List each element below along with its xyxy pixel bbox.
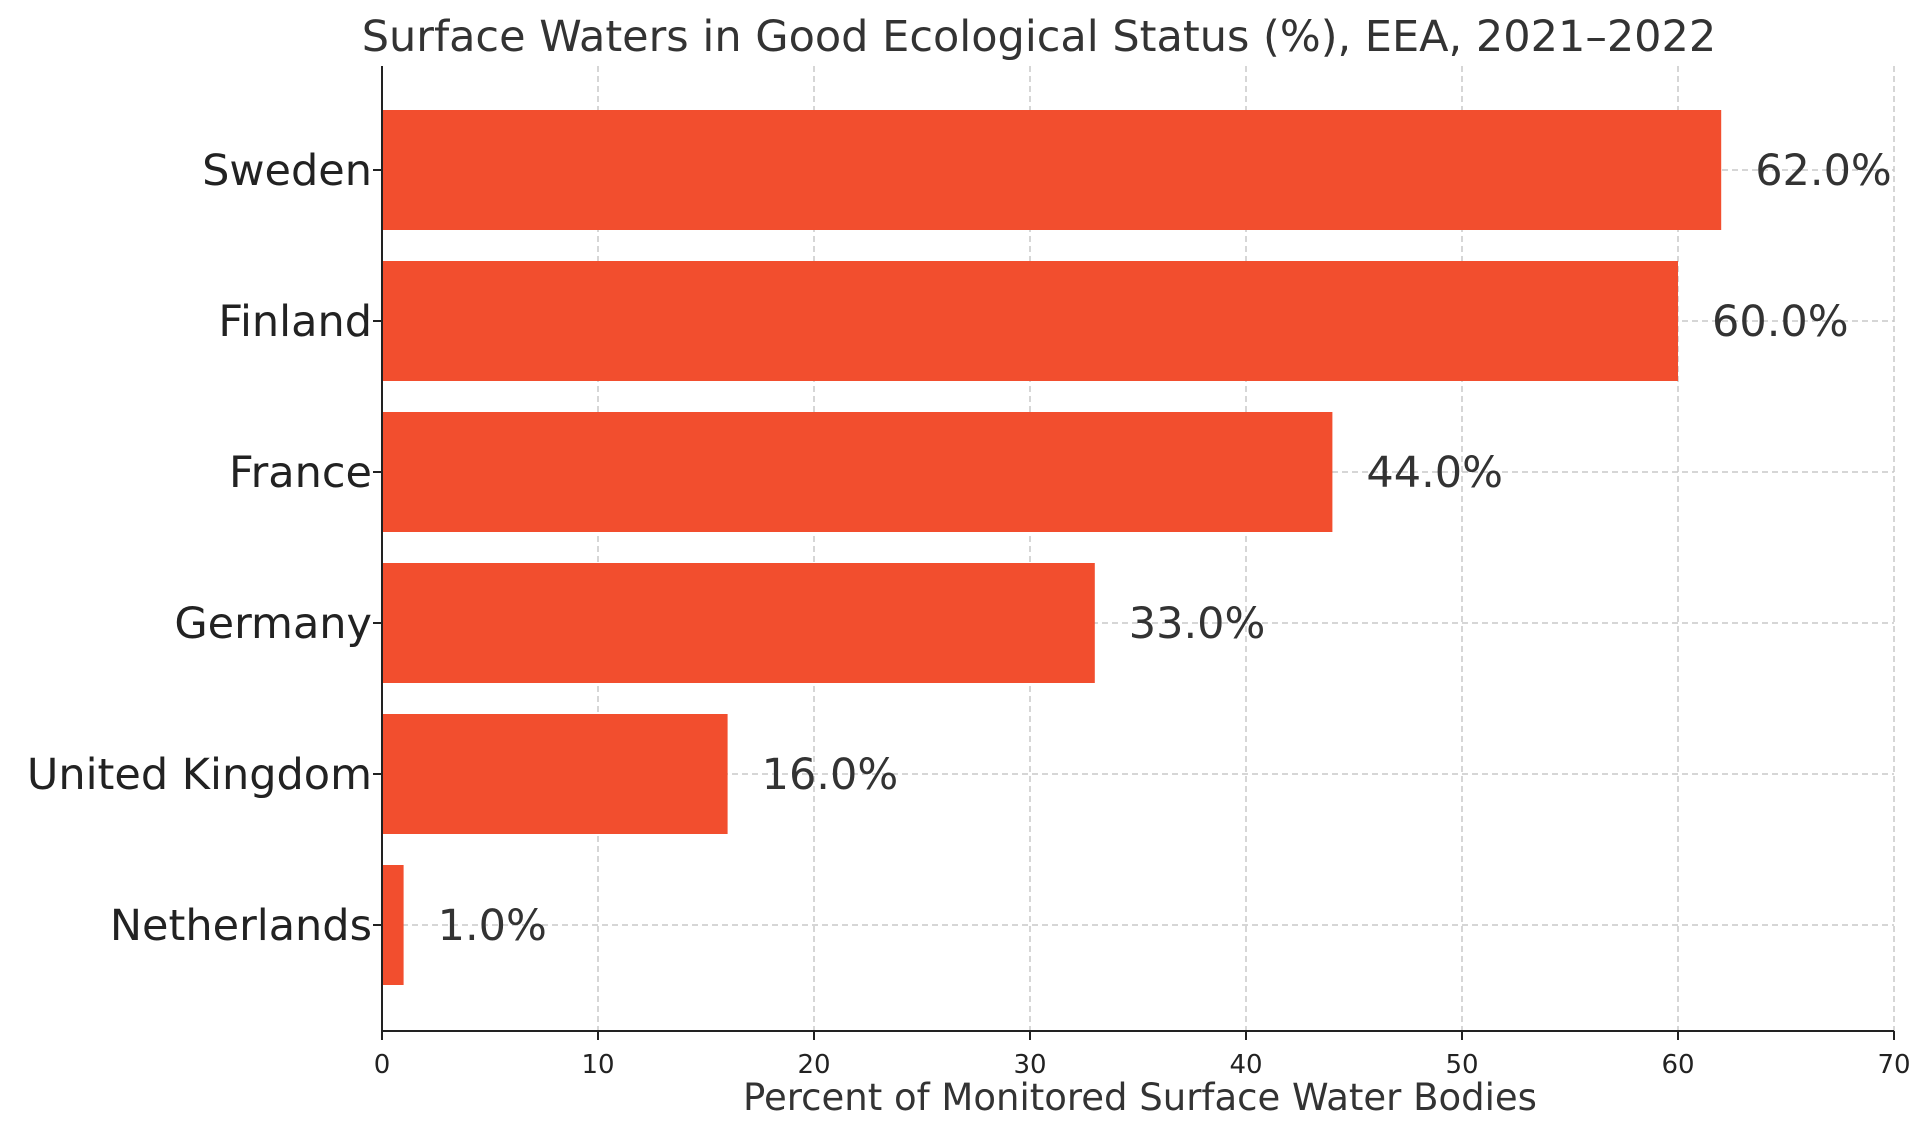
y-tick-label: Sweden [202,146,372,196]
data-label: 1.0% [438,901,547,951]
chart-title: Surface Waters in Good Ecological Status… [362,12,1717,62]
axis-layer [381,66,1894,1032]
data-label: 44.0% [1366,448,1503,498]
bar [382,563,1095,683]
x-tick-label: 60 [1661,1050,1694,1080]
y-tick-label: Finland [218,297,372,347]
x-tick-label: 70 [1877,1050,1910,1080]
x-tick-label: 10 [581,1050,614,1080]
x-tick-label: 30 [1013,1050,1046,1080]
x-tick-label: 40 [1229,1050,1262,1080]
y-tick-label: France [229,448,372,498]
bar [382,714,728,834]
x-tick-label: 20 [797,1050,830,1080]
y-tick-label: United Kingdom [27,750,372,800]
x-tick-label: 50 [1445,1050,1478,1080]
data-label: 16.0% [762,750,899,800]
data-label: 62.0% [1755,146,1892,196]
bar [382,412,1333,532]
data-label-layer: 62.0% 60.0% 44.0% 33.0% 16.0% 1.0% [438,146,1892,951]
data-label: 60.0% [1712,297,1849,347]
bar-layer [382,110,1722,985]
data-label: 33.0% [1129,599,1266,649]
y-tick-label: Germany [174,599,372,649]
tick-layer: 0 10 20 30 40 50 60 70 Sweden Finland France German… [27,146,1911,1080]
bar [382,261,1678,381]
x-tick-label: 0 [374,1050,391,1080]
y-tick-label: Netherlands [110,901,372,951]
bar [382,865,404,985]
bar [382,110,1722,230]
x-axis-title: Percent of Monitored Surface Water Bodie… [743,1076,1537,1119]
